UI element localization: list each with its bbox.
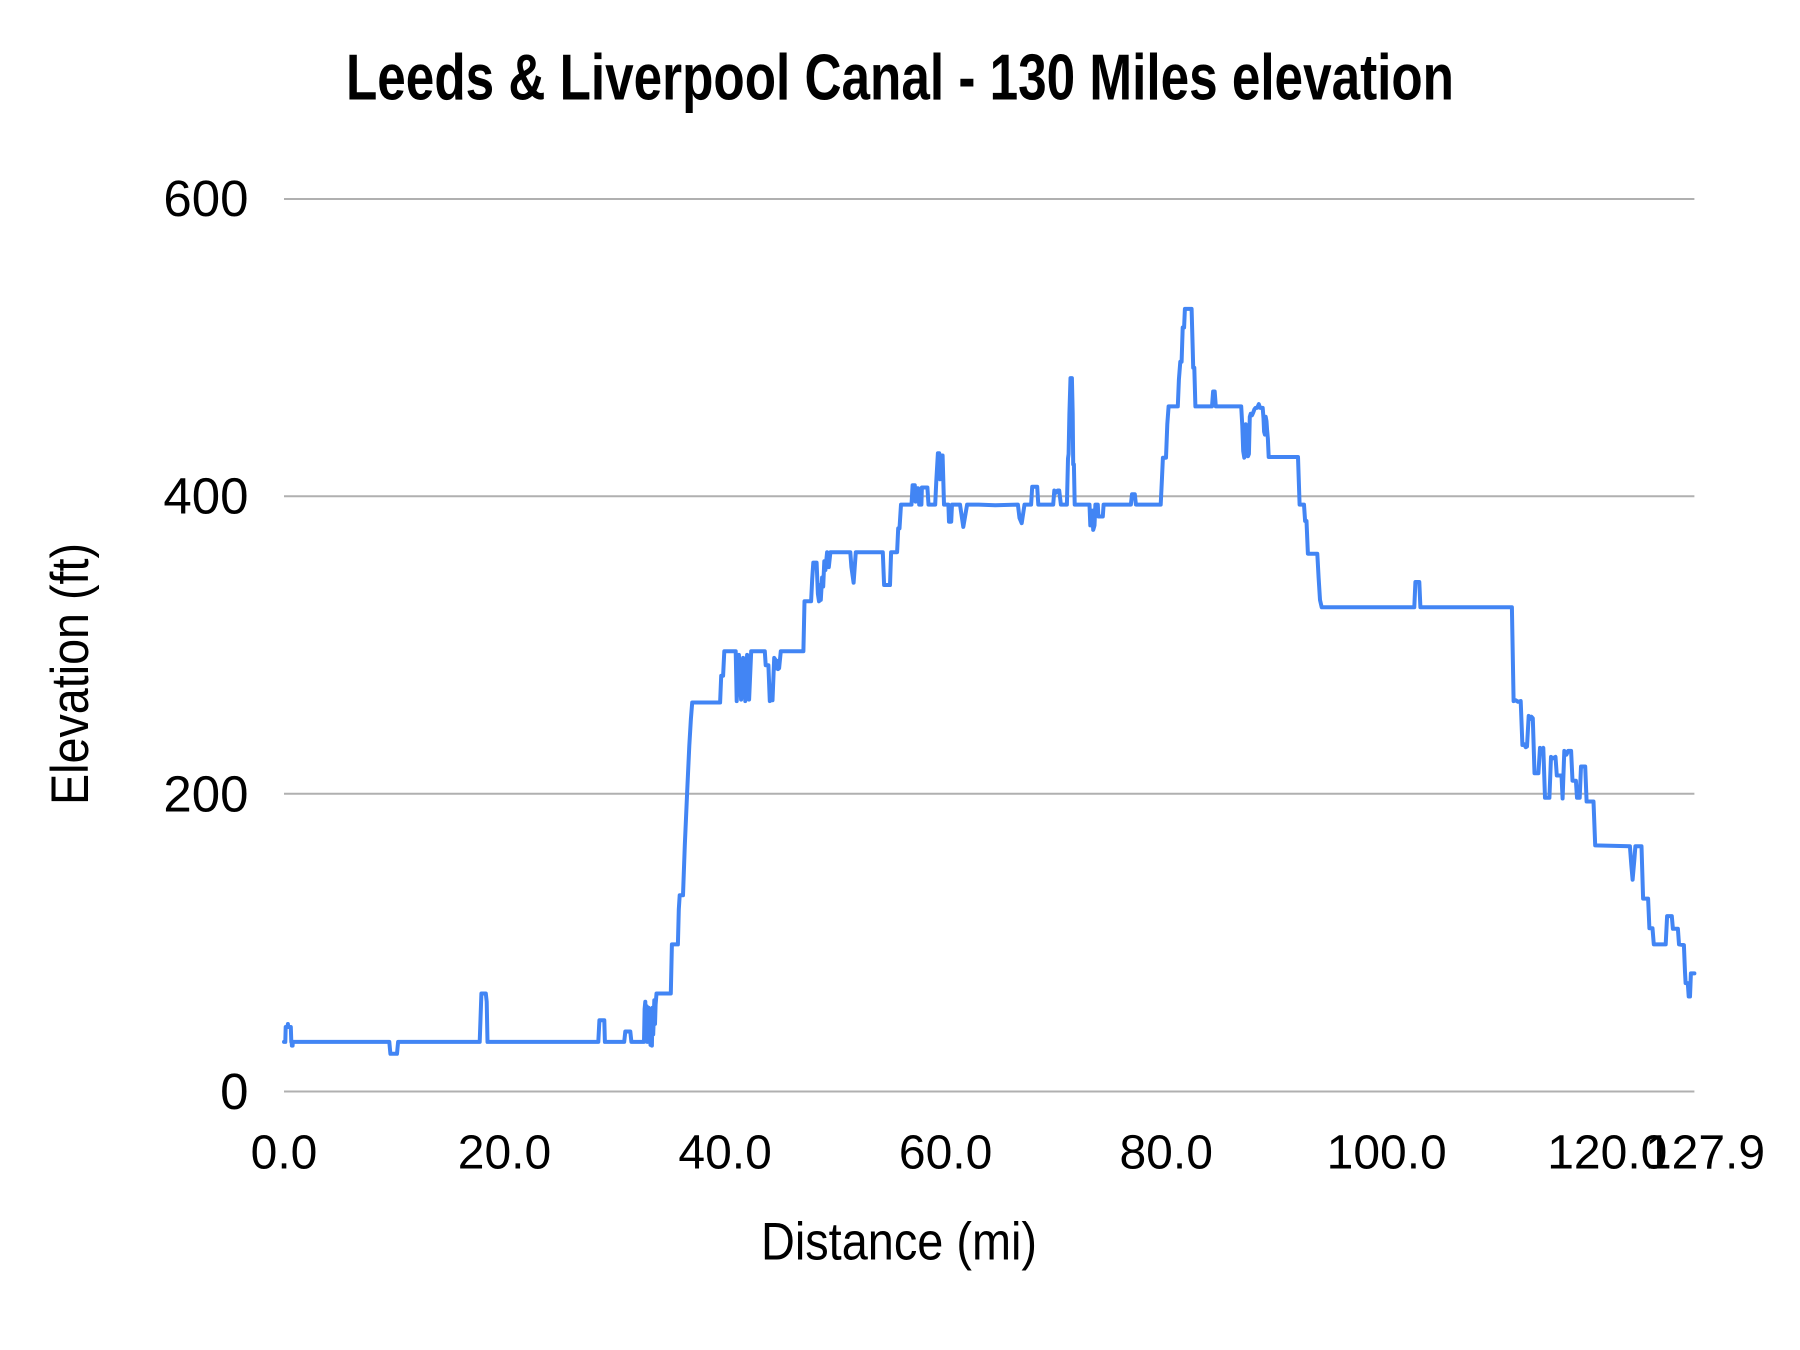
svg-text:Elevation (ft): Elevation (ft) [41,543,100,805]
svg-text:400: 400 [163,468,248,525]
svg-text:60.0: 60.0 [899,1127,992,1180]
svg-text:Leeds & Liverpool Canal - 130: Leeds & Liverpool Canal - 130 Miles elev… [346,40,1454,113]
svg-text:100.0: 100.0 [1327,1127,1447,1180]
svg-text:Distance (mi): Distance (mi) [761,1213,1037,1272]
svg-text:80.0: 80.0 [1119,1127,1212,1180]
svg-text:0: 0 [220,1063,248,1120]
svg-text:600: 600 [163,170,248,227]
svg-text:127.9: 127.9 [1645,1127,1765,1180]
svg-text:0.0: 0.0 [251,1127,318,1180]
svg-text:40.0: 40.0 [678,1127,771,1180]
svg-text:200: 200 [163,765,248,822]
svg-text:120.0: 120.0 [1547,1127,1667,1180]
svg-text:20.0: 20.0 [458,1127,551,1180]
